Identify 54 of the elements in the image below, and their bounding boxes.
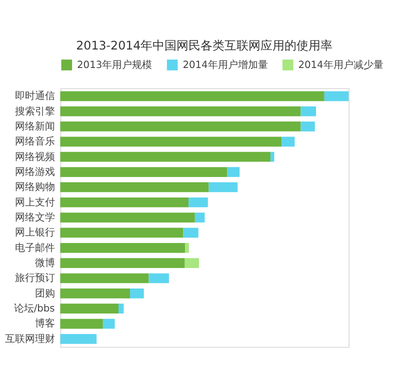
- bar: [324, 91, 349, 102]
- bar: [208, 182, 238, 192]
- bar: [184, 258, 199, 268]
- bar: [60, 228, 184, 238]
- y-tick-label: 网络文学: [14, 212, 55, 224]
- legend-label: 2014年用户减少量: [298, 58, 384, 71]
- y-tick-label: 微博: [34, 257, 55, 270]
- bar: [60, 212, 195, 222]
- y-tick-label: 团购: [34, 288, 55, 300]
- y-tick-label: 网上支付: [14, 196, 55, 208]
- bar: [60, 334, 97, 344]
- bar: [60, 258, 185, 268]
- legend-label: 2014年用户增加量: [182, 58, 268, 71]
- bar: [60, 106, 301, 116]
- bar: [130, 288, 144, 298]
- bar: [60, 318, 103, 329]
- bar: [60, 197, 189, 208]
- y-tick-label: 互联网理财: [4, 332, 55, 345]
- bar: [300, 106, 316, 116]
- bar: [148, 273, 169, 284]
- bar: [282, 136, 295, 147]
- bar: [185, 242, 189, 253]
- bar: [227, 167, 240, 177]
- bar: [60, 242, 186, 253]
- bar: [194, 212, 205, 222]
- y-tick-label: 网络游戏: [14, 166, 55, 178]
- bar: [60, 122, 301, 132]
- bar: [188, 197, 208, 208]
- chart-title: 2013-2014年中国网民各类互联网应用的使用率: [76, 38, 333, 53]
- bar: [60, 167, 228, 177]
- bar: [60, 288, 130, 298]
- y-tick-label: 电子邮件: [14, 242, 55, 254]
- bar: [102, 318, 115, 329]
- y-tick-label: 旅行预订: [14, 272, 55, 284]
- bar: [183, 228, 198, 238]
- bar: [118, 304, 124, 314]
- y-tick-label: 网络购物: [14, 181, 55, 194]
- y-tick-label: 网络新闻: [14, 120, 55, 132]
- bar: [300, 122, 315, 132]
- bar: [60, 91, 324, 102]
- y-tick-label: 论坛/bbs: [14, 302, 55, 315]
- y-tick-label: 搜索引擎: [14, 105, 55, 118]
- bar: [60, 304, 118, 314]
- bar: [60, 136, 282, 147]
- bar: [270, 152, 274, 162]
- legend-label: 2013年用户规模: [77, 58, 152, 71]
- bar: [60, 152, 270, 162]
- bar: [60, 182, 209, 192]
- y-tick-label: 网络音乐: [14, 136, 55, 148]
- bar: [60, 273, 149, 284]
- y-tick-label: 网上银行: [14, 226, 55, 239]
- y-tick-label: 博客: [34, 318, 55, 330]
- y-tick-label: 即时通信: [14, 90, 55, 102]
- y-tick-label: 网络视频: [14, 150, 55, 163]
